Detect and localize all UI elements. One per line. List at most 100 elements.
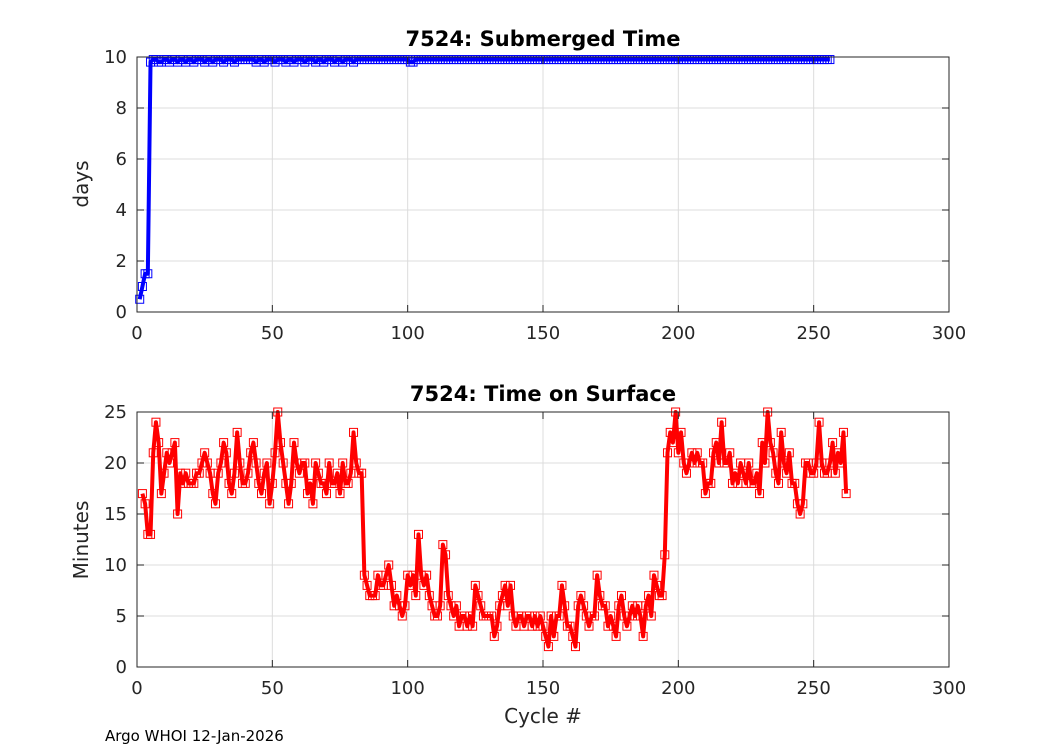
y-tick-label: 5: [116, 606, 127, 627]
data-point: [446, 601, 456, 611]
data-point: [243, 468, 253, 478]
surface-time-panel: 0 50 100 150 200 250 300 0 5 10 15 20 25 7524: Time …: [69, 382, 966, 728]
data-point: [784, 448, 794, 458]
data-point: [148, 448, 158, 458]
data-point: [405, 580, 415, 590]
data-point: [422, 570, 432, 580]
data-point: [538, 621, 548, 631]
data-point: [386, 580, 396, 590]
data-point: [265, 499, 275, 509]
data-point: [782, 468, 792, 478]
data-point: [497, 591, 507, 601]
data-point: [676, 427, 686, 437]
series-layer: [137, 407, 851, 652]
data-point: [503, 601, 513, 611]
data-point: [492, 621, 502, 631]
data-point: [543, 642, 553, 652]
data-point: [565, 621, 575, 631]
data-point: [619, 611, 629, 621]
data-point: [416, 570, 426, 580]
data-point: [600, 601, 610, 611]
data-point: [660, 550, 670, 560]
data-point: [432, 611, 442, 621]
data-point: [137, 489, 147, 499]
data-point: [795, 509, 805, 519]
data-point: [465, 611, 475, 621]
data-point: [755, 489, 765, 499]
data-point: [706, 478, 716, 488]
data-point: [194, 468, 204, 478]
y-tick-label: 10: [104, 555, 127, 576]
data-point: [779, 458, 789, 468]
data-point: [351, 458, 361, 468]
y-tick-label: 15: [104, 504, 127, 525]
data-point: [765, 438, 775, 448]
data-point: [370, 591, 380, 601]
data-point: [535, 611, 545, 621]
data-point: [419, 580, 429, 590]
data-point: [208, 489, 218, 499]
data-point: [524, 611, 534, 621]
data-point: [644, 591, 654, 601]
data-point: [400, 601, 410, 611]
data-point: [381, 570, 391, 580]
x-tick-label: 0: [131, 678, 142, 699]
footer-credit: Argo WHOI 12-Jan-2026: [105, 727, 284, 745]
data-point: [838, 427, 848, 437]
data-point: [395, 601, 405, 611]
data-point: [752, 468, 762, 478]
data-point: [760, 458, 770, 468]
data-point: [343, 478, 353, 488]
data-point: [841, 489, 851, 499]
data-point: [462, 621, 472, 631]
data-point: [140, 499, 150, 509]
x-tick-label: 100: [390, 323, 424, 344]
data-point: [768, 448, 778, 458]
data-point: [397, 611, 407, 621]
data-point: [210, 499, 220, 509]
data-point: [825, 458, 835, 468]
data-point: [792, 499, 802, 509]
data-point: [470, 580, 480, 590]
data-point: [300, 458, 310, 468]
data-point: [749, 478, 759, 488]
data-point: [330, 478, 340, 488]
y-tick-label: 0: [116, 657, 127, 678]
data-point: [251, 458, 261, 468]
data-point: [589, 611, 599, 621]
data-point: [313, 468, 323, 478]
data-point: [438, 540, 448, 550]
data-point: [814, 417, 824, 427]
submerged-time-panel: 0 50 100 150 200 250 300 0 2 4 6 8 10 7524: Submerge…: [69, 27, 966, 344]
y-tick-label: 6: [116, 149, 127, 170]
data-point: [359, 570, 369, 580]
y-axis-label: days: [69, 160, 93, 207]
data-point: [663, 448, 673, 458]
data-point: [592, 570, 602, 580]
data-point: [549, 631, 559, 641]
data-point: [435, 601, 445, 611]
data-point: [200, 448, 210, 458]
data-point: [167, 448, 177, 458]
data-point: [240, 478, 250, 488]
data-point: [424, 591, 434, 601]
data-point: [790, 478, 800, 488]
data-point: [608, 621, 618, 631]
data-point: [825, 55, 835, 65]
data-point: [649, 570, 659, 580]
data-point: [830, 468, 840, 478]
data-point: [286, 478, 296, 488]
data-point: [646, 611, 656, 621]
data-point: [170, 438, 180, 448]
data-point: [809, 468, 819, 478]
y-axis-label: Minutes: [69, 501, 93, 580]
data-point: [248, 438, 258, 448]
data-point: [489, 631, 499, 641]
y-tick-label: 8: [116, 98, 127, 119]
data-point: [357, 468, 367, 478]
data-point: [392, 591, 402, 601]
data-point: [332, 468, 342, 478]
data-point: [246, 448, 256, 458]
data-point: [725, 448, 735, 458]
data-point: [776, 427, 786, 437]
